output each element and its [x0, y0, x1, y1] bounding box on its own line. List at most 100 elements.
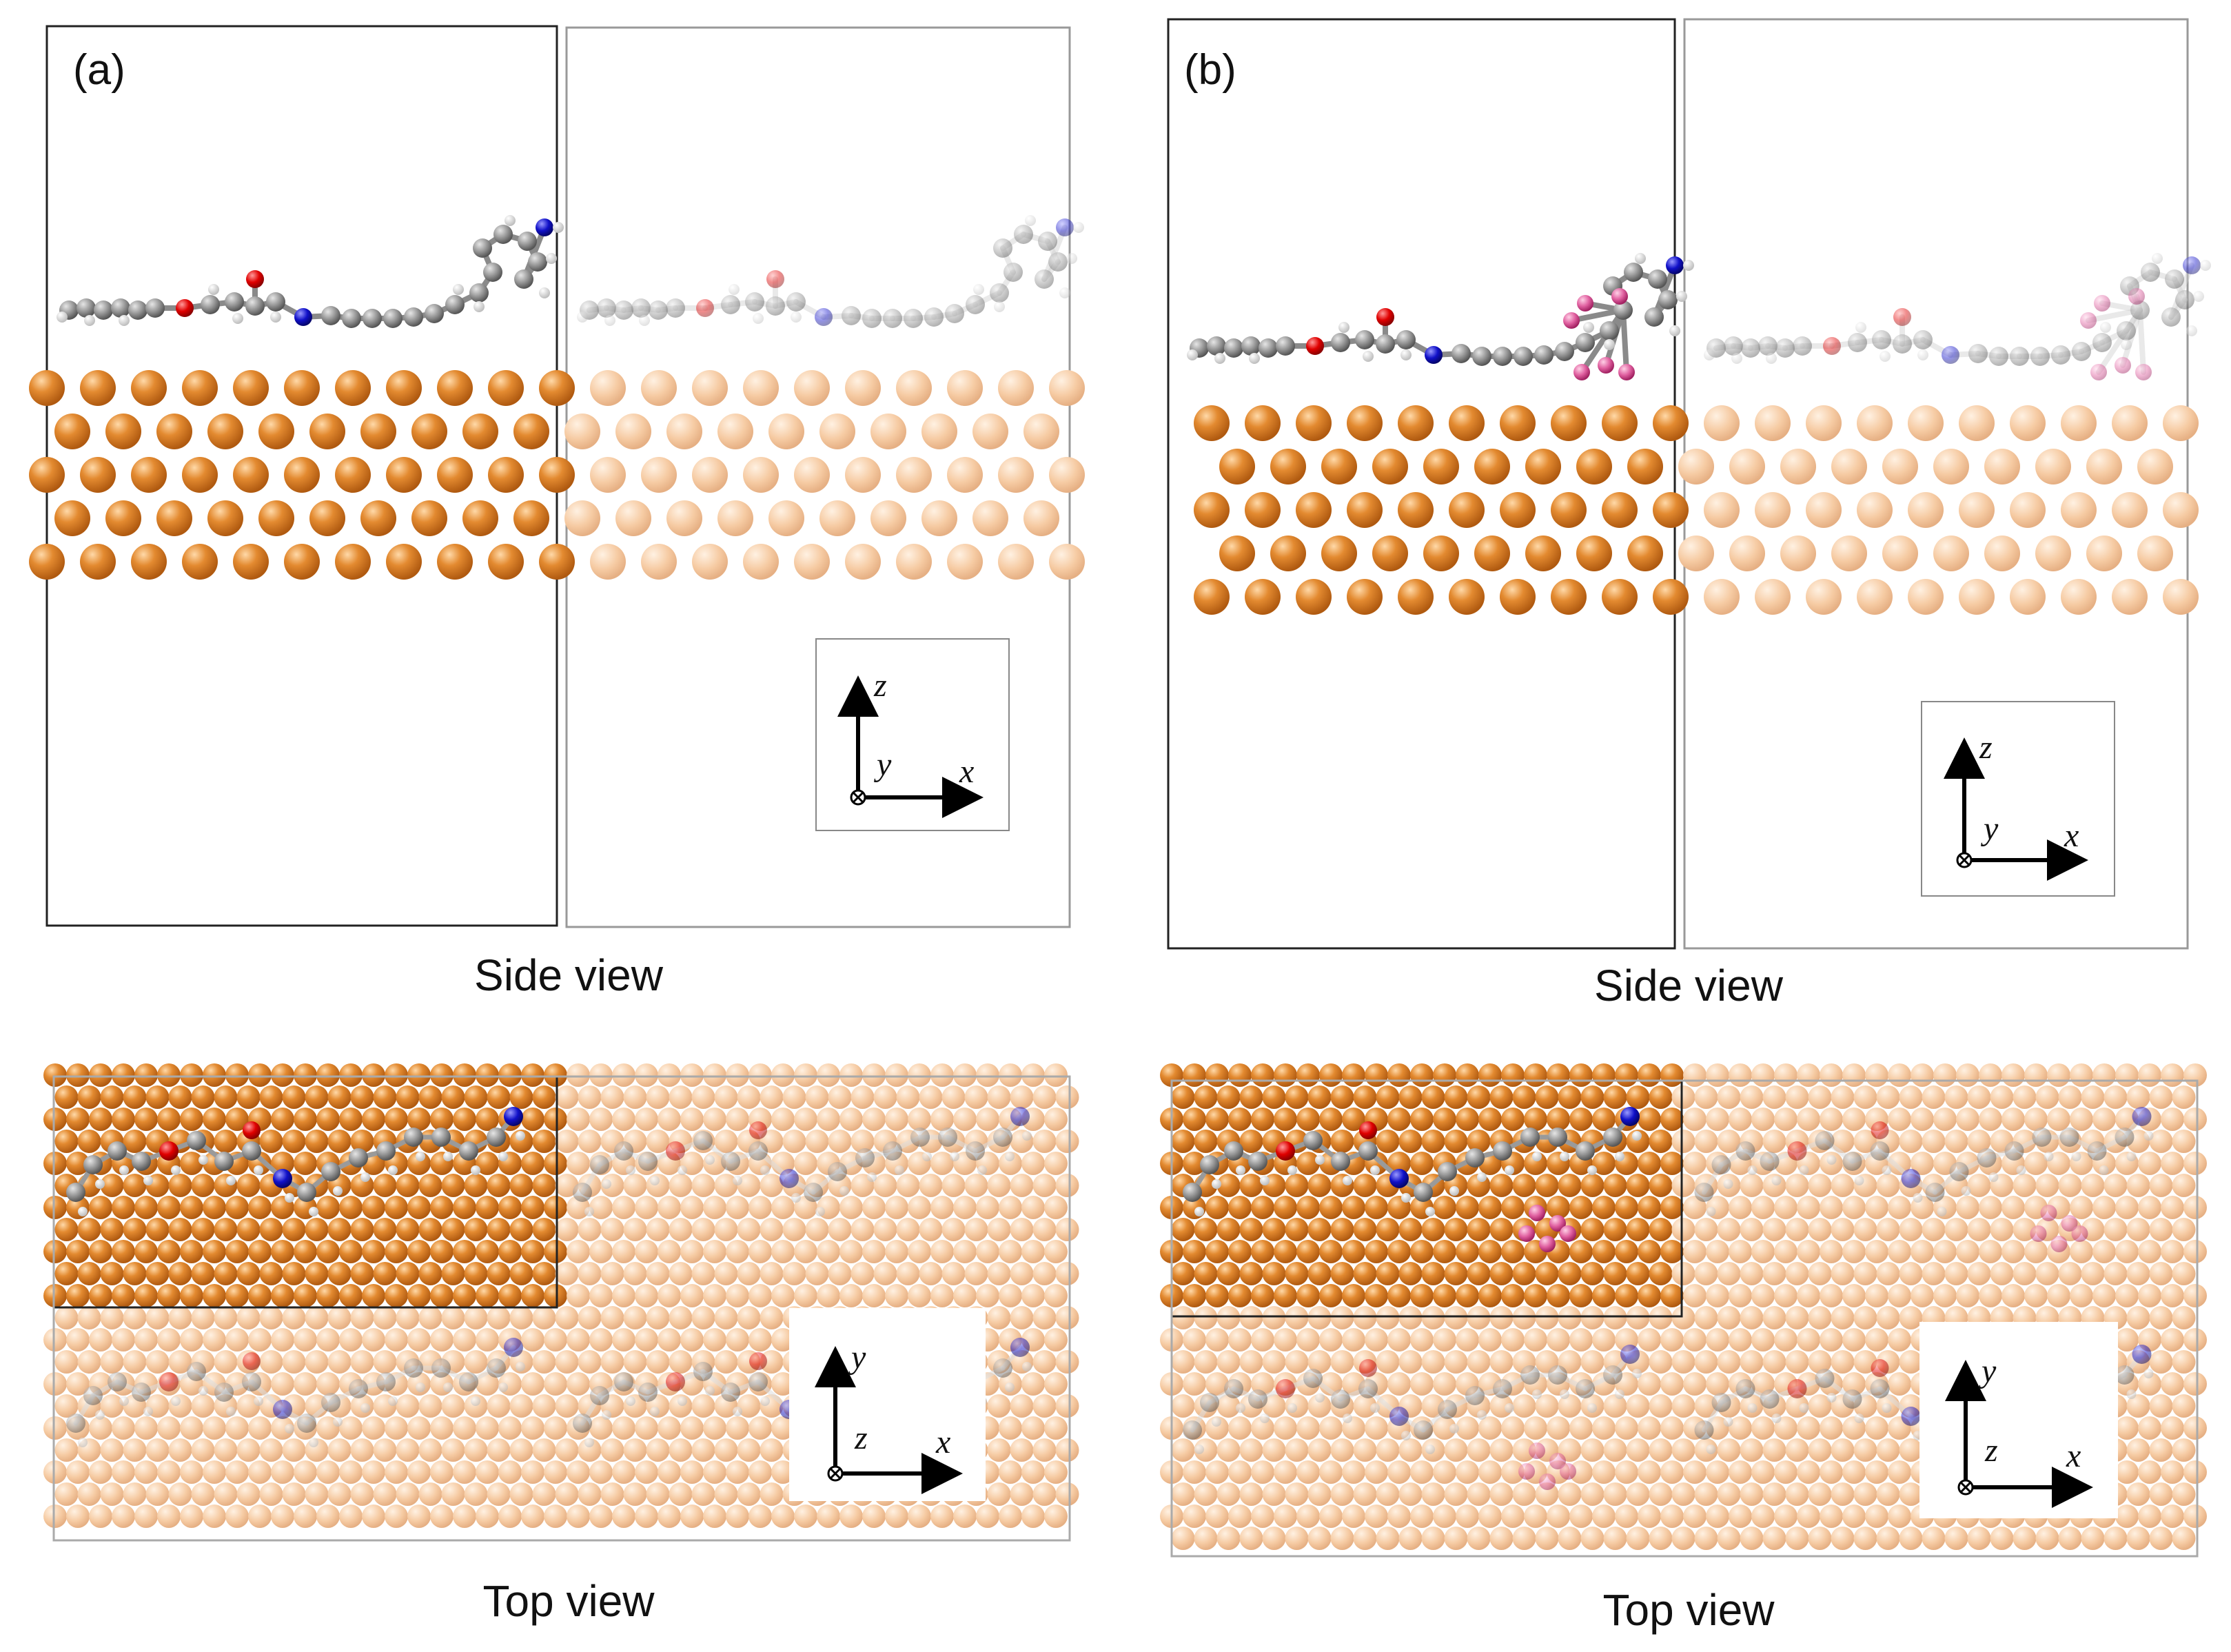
- copper-atom-faded: [896, 1085, 920, 1109]
- copper-atom: [1285, 1085, 1309, 1109]
- copper-atom-faded: [1706, 1372, 1729, 1396]
- copper-atom-faded: [1984, 536, 2020, 571]
- copper-atom: [43, 1240, 67, 1263]
- copper-atom: [1467, 1262, 1491, 1285]
- copper-atom: [1398, 492, 1434, 528]
- carbon-atom: [83, 1386, 103, 1405]
- copper-atom: [1347, 405, 1383, 441]
- carbon-atom: [1514, 347, 1533, 366]
- copper-atom-faded: [2137, 449, 2173, 485]
- copper-atom: [1603, 1262, 1627, 1285]
- copper-atom: [259, 1085, 283, 1109]
- copper-atom-faded: [1342, 1460, 1365, 1484]
- copper-atom-faded: [1831, 1350, 1855, 1374]
- copper-atom-faded: [2061, 405, 2097, 441]
- copper-atom-faded: [1831, 536, 1867, 571]
- carbon-atom: [1977, 1148, 1997, 1167]
- copper-atom-faded: [680, 1460, 704, 1484]
- copper-atom-faded: [1933, 449, 1969, 485]
- copper-atom-faded: [1049, 370, 1085, 406]
- copper-atom: [1398, 405, 1434, 441]
- copper-atom-faded: [1638, 1505, 1661, 1528]
- copper-atom-faded: [2103, 1262, 2128, 1285]
- copper-atom-faded: [873, 1174, 897, 1197]
- copper-atom-faded: [66, 1328, 90, 1352]
- hydrogen-atom: [1747, 1403, 1758, 1413]
- copper-atom-faded: [1626, 1438, 1650, 1462]
- hydrogen-atom: [1704, 349, 1715, 360]
- copper-atom-faded: [1785, 1262, 1809, 1285]
- copper-atom-faded: [1729, 1284, 1752, 1307]
- oxygen-atom: [159, 1141, 179, 1161]
- copper-atom-faded: [1319, 1460, 1343, 1484]
- copper-atom: [1245, 405, 1281, 441]
- copper-atom-faded: [908, 1196, 931, 1219]
- copper-atom-faded: [1010, 1085, 1034, 1109]
- copper-atom-faded: [1615, 1505, 1638, 1528]
- copper-atom-faded: [271, 1416, 294, 1440]
- copper-atom-faded: [282, 1306, 306, 1329]
- copper-atom-faded: [1751, 1108, 1775, 1131]
- copper-atom: [1456, 1196, 1479, 1219]
- copper-atom-faded: [1010, 1438, 1034, 1462]
- carbon-atom: [748, 1141, 768, 1161]
- oxygen-atom: [1787, 1141, 1807, 1161]
- copper-atom-faded: [1899, 1130, 1923, 1153]
- copper-atom-faded: [2061, 579, 2097, 615]
- copper-atom-faded: [339, 1328, 363, 1352]
- copper-atom-faded: [123, 1306, 147, 1329]
- copper-atom: [1296, 492, 1332, 528]
- copper-atom-faded: [1933, 1240, 1957, 1263]
- copper-atom-faded: [248, 1328, 272, 1352]
- copper-atom: [1456, 1240, 1479, 1263]
- copper-atom-faded: [1433, 1505, 1456, 1528]
- nitrogen-atom: [504, 1107, 523, 1126]
- copper-atom-faded: [2047, 1108, 2070, 1131]
- copper-atom-faded: [1330, 1438, 1354, 1462]
- oxygen-atom: [1893, 308, 1911, 326]
- copper-atom-faded: [1820, 1108, 1843, 1131]
- copper-atom-faded: [714, 1130, 738, 1153]
- oxygen-atom: [1787, 1379, 1807, 1398]
- carbon-atom: [483, 263, 502, 282]
- copper-atom: [1251, 1108, 1274, 1131]
- copper-atom: [236, 1174, 261, 1197]
- copper-atom: [1602, 579, 1638, 615]
- copper-atom-faded: [737, 1394, 761, 1418]
- copper-atom: [1319, 1240, 1343, 1263]
- hydrogen-atom: [1249, 353, 1260, 364]
- hydrogen-atom: [285, 1424, 294, 1434]
- copper-atom: [1569, 1196, 1593, 1219]
- copper-atom-faded: [1888, 1328, 1911, 1352]
- top-view-b: [1160, 1063, 2207, 1550]
- hydrogen-atom: [95, 1179, 105, 1189]
- hydrogen-atom: [1022, 1131, 1032, 1141]
- carbon-atom: [1241, 336, 1261, 356]
- copper-atom-faded: [850, 1085, 875, 1109]
- copper-atom: [373, 1218, 397, 1241]
- copper-atom-faded: [1376, 1350, 1400, 1374]
- copper-atom-faded: [1944, 1085, 1968, 1109]
- axis-label-y: y: [873, 746, 892, 783]
- carbon-atom: [883, 309, 902, 328]
- fluorine-atom: [1549, 1215, 1566, 1232]
- copper-atom: [1501, 1108, 1525, 1131]
- hydrogen-atom: [760, 1396, 770, 1406]
- copper-atom-faded: [339, 1460, 363, 1484]
- carbon-atom: [214, 1383, 234, 1402]
- copper-atom-faded: [1808, 1482, 1832, 1506]
- copper-atom: [1649, 1130, 1673, 1153]
- copper-atom: [54, 1218, 79, 1241]
- carbon-atom: [2030, 347, 2050, 366]
- copper-atom: [385, 1284, 408, 1307]
- copper-atom-faded: [908, 1284, 931, 1307]
- copper-atom-faded: [1671, 1218, 1695, 1241]
- copper-atom-faded: [1774, 1328, 1797, 1352]
- copper-atom-faded: [896, 544, 932, 580]
- copper-atom: [339, 1108, 363, 1131]
- copper-atom-faded: [1717, 1085, 1741, 1109]
- copper-atom-faded: [1044, 1240, 1068, 1263]
- oxygen-atom: [243, 1121, 261, 1139]
- copper-atom: [488, 457, 524, 493]
- hydrogen-atom: [1505, 1403, 1514, 1413]
